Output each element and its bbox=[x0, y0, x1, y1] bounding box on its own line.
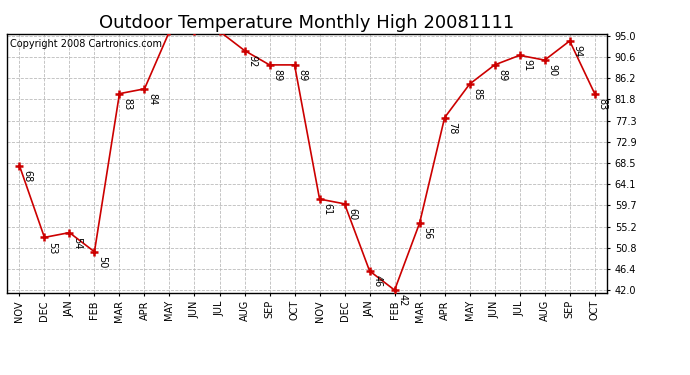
Text: 60: 60 bbox=[347, 208, 357, 220]
Text: 96: 96 bbox=[0, 374, 1, 375]
Text: 46: 46 bbox=[373, 275, 382, 287]
Text: 53: 53 bbox=[47, 242, 57, 254]
Text: 96: 96 bbox=[0, 374, 1, 375]
Text: 56: 56 bbox=[422, 227, 433, 240]
Text: 85: 85 bbox=[473, 88, 482, 101]
Text: 89: 89 bbox=[297, 69, 307, 81]
Text: 89: 89 bbox=[497, 69, 507, 81]
Title: Outdoor Temperature Monthly High 20081111: Outdoor Temperature Monthly High 2008111… bbox=[99, 14, 515, 32]
Text: 91: 91 bbox=[522, 60, 533, 72]
Text: 83: 83 bbox=[122, 98, 132, 110]
Text: 78: 78 bbox=[447, 122, 457, 134]
Text: Copyright 2008 Cartronics.com: Copyright 2008 Cartronics.com bbox=[10, 39, 162, 49]
Text: 96: 96 bbox=[0, 374, 1, 375]
Text: 54: 54 bbox=[72, 237, 82, 249]
Text: 90: 90 bbox=[547, 64, 558, 76]
Text: 94: 94 bbox=[573, 45, 582, 57]
Text: 83: 83 bbox=[598, 98, 607, 110]
Text: 92: 92 bbox=[247, 55, 257, 67]
Text: 61: 61 bbox=[322, 203, 333, 216]
Text: 84: 84 bbox=[147, 93, 157, 105]
Text: 42: 42 bbox=[397, 294, 407, 307]
Text: 50: 50 bbox=[97, 256, 107, 268]
Text: 89: 89 bbox=[273, 69, 282, 81]
Text: 68: 68 bbox=[22, 170, 32, 182]
